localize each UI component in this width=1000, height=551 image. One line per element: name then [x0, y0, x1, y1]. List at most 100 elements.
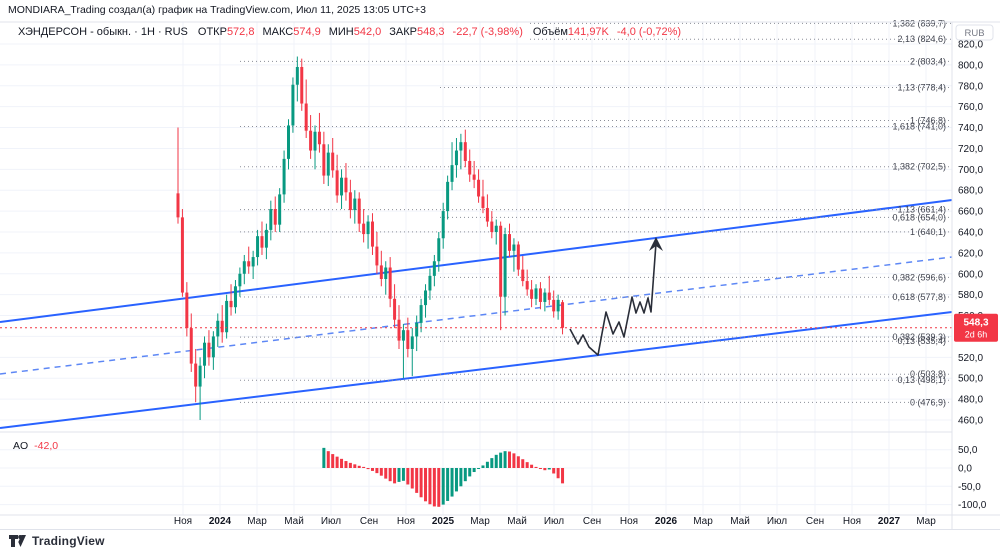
price-axis-tick[interactable]: 460,0 — [958, 415, 983, 426]
candle[interactable] — [304, 103, 308, 131]
candle[interactable] — [468, 160, 472, 175]
candle[interactable] — [454, 150, 458, 166]
candle[interactable] — [317, 131, 321, 145]
candle[interactable] — [313, 131, 317, 151]
candle[interactable] — [499, 225, 503, 297]
candle[interactable] — [530, 289, 534, 299]
candle[interactable] — [503, 234, 507, 297]
candle[interactable] — [450, 165, 454, 182]
candle[interactable] — [552, 299, 556, 312]
candle[interactable] — [508, 234, 511, 251]
candle[interactable] — [432, 261, 436, 276]
candle[interactable] — [521, 269, 525, 282]
candle[interactable] — [309, 130, 313, 151]
price-axis-tick[interactable]: 520,0 — [958, 353, 983, 364]
candle[interactable] — [260, 236, 264, 248]
candle[interactable] — [180, 217, 184, 293]
price-axis-tick[interactable]: 500,0 — [958, 374, 983, 385]
time-axis-tick[interactable]: Май — [507, 516, 527, 527]
price-axis-tick[interactable]: 660,0 — [958, 207, 983, 218]
price-axis-tick[interactable]: 620,0 — [958, 248, 983, 259]
price-axis-tick[interactable]: 640,0 — [958, 227, 983, 238]
ao-axis-tick[interactable]: -50,0 — [958, 482, 981, 493]
trend-channel-line[interactable] — [0, 256, 953, 375]
candle[interactable] — [203, 342, 207, 366]
ao-axis-tick[interactable]: 0,0 — [958, 464, 972, 475]
candle[interactable] — [211, 336, 215, 358]
candle[interactable] — [415, 322, 419, 337]
tradingview-logo-icon[interactable] — [8, 534, 27, 548]
candle[interactable] — [494, 225, 498, 232]
candle[interactable] — [287, 125, 290, 159]
candle[interactable] — [463, 142, 467, 161]
time-axis-tick[interactable]: 2026 — [655, 516, 678, 527]
candle[interactable] — [269, 209, 273, 230]
price-axis-tick[interactable]: 700,0 — [958, 165, 983, 176]
candle[interactable] — [220, 320, 224, 333]
time-axis-tick[interactable]: Сен — [360, 516, 378, 527]
time-axis-tick[interactable]: Июл — [767, 516, 787, 527]
candle[interactable] — [242, 261, 246, 274]
candle[interactable] — [216, 320, 220, 337]
candle[interactable] — [326, 152, 330, 176]
candle[interactable] — [401, 330, 405, 341]
candle[interactable] — [357, 198, 361, 224]
price-axis-tick[interactable]: 480,0 — [958, 395, 983, 406]
time-axis-tick[interactable]: Мар — [916, 516, 936, 527]
candle[interactable] — [335, 170, 339, 196]
candle[interactable] — [516, 244, 520, 270]
currency-chip[interactable] — [955, 24, 994, 41]
candle[interactable] — [344, 177, 348, 193]
candle[interactable] — [238, 273, 242, 287]
ao-axis-tick[interactable]: -100,0 — [958, 500, 987, 511]
price-axis-tick[interactable]: 820,0 — [958, 40, 983, 51]
candle[interactable] — [388, 267, 392, 299]
time-axis-tick[interactable]: Ноя — [397, 516, 415, 527]
candle[interactable] — [472, 174, 476, 180]
time-axis-tick[interactable]: Мар — [470, 516, 490, 527]
candle[interactable] — [410, 336, 414, 349]
time-axis-tick[interactable]: Май — [284, 516, 304, 527]
time-axis-tick[interactable]: Мар — [693, 516, 713, 527]
candle[interactable] — [264, 229, 268, 248]
candle[interactable] — [547, 292, 551, 300]
candle[interactable] — [233, 286, 237, 308]
candle[interactable] — [397, 319, 401, 341]
candle[interactable] — [538, 288, 542, 302]
candle[interactable] — [207, 342, 211, 358]
candle[interactable] — [441, 211, 445, 239]
candle[interactable] — [490, 221, 494, 232]
trend-channel-line[interactable] — [0, 311, 953, 429]
price-axis-tick[interactable]: 600,0 — [958, 269, 983, 280]
time-axis-tick[interactable]: Июл — [321, 516, 341, 527]
candle[interactable] — [525, 281, 529, 290]
time-axis-tick[interactable]: 2024 — [209, 516, 232, 527]
candle[interactable] — [485, 207, 489, 222]
candle[interactable] — [247, 261, 251, 267]
time-axis-tick[interactable]: Май — [730, 516, 750, 527]
candle[interactable] — [384, 267, 388, 279]
candle[interactable] — [393, 298, 397, 320]
candle[interactable] — [362, 223, 366, 235]
candle[interactable] — [340, 177, 344, 196]
price-axis-tick[interactable]: 580,0 — [958, 290, 983, 301]
candle[interactable] — [176, 193, 180, 218]
price-axis-tick[interactable]: 740,0 — [958, 123, 983, 134]
candle[interactable] — [366, 221, 370, 235]
time-axis-tick[interactable]: Сен — [583, 516, 601, 527]
time-axis-tick[interactable]: Сен — [806, 516, 824, 527]
candle[interactable] — [273, 209, 277, 225]
trend-channel-line[interactable] — [0, 199, 953, 323]
candle[interactable] — [251, 257, 255, 267]
candle[interactable] — [353, 198, 357, 211]
candle[interactable] — [534, 288, 538, 299]
ao-axis-tick[interactable]: 50,0 — [958, 445, 978, 456]
candle[interactable] — [229, 300, 233, 308]
candle[interactable] — [512, 244, 516, 251]
candle[interactable] — [419, 305, 423, 323]
price-axis-tick[interactable]: 800,0 — [958, 60, 983, 71]
price-axis-tick[interactable]: 780,0 — [958, 81, 983, 92]
candle[interactable] — [198, 365, 202, 387]
chart-canvas[interactable]: 1,382 (839,7) 2,13 (824,6) 2 (803,4) 1,13 (… — [0, 0, 1000, 529]
candle[interactable] — [379, 265, 383, 279]
